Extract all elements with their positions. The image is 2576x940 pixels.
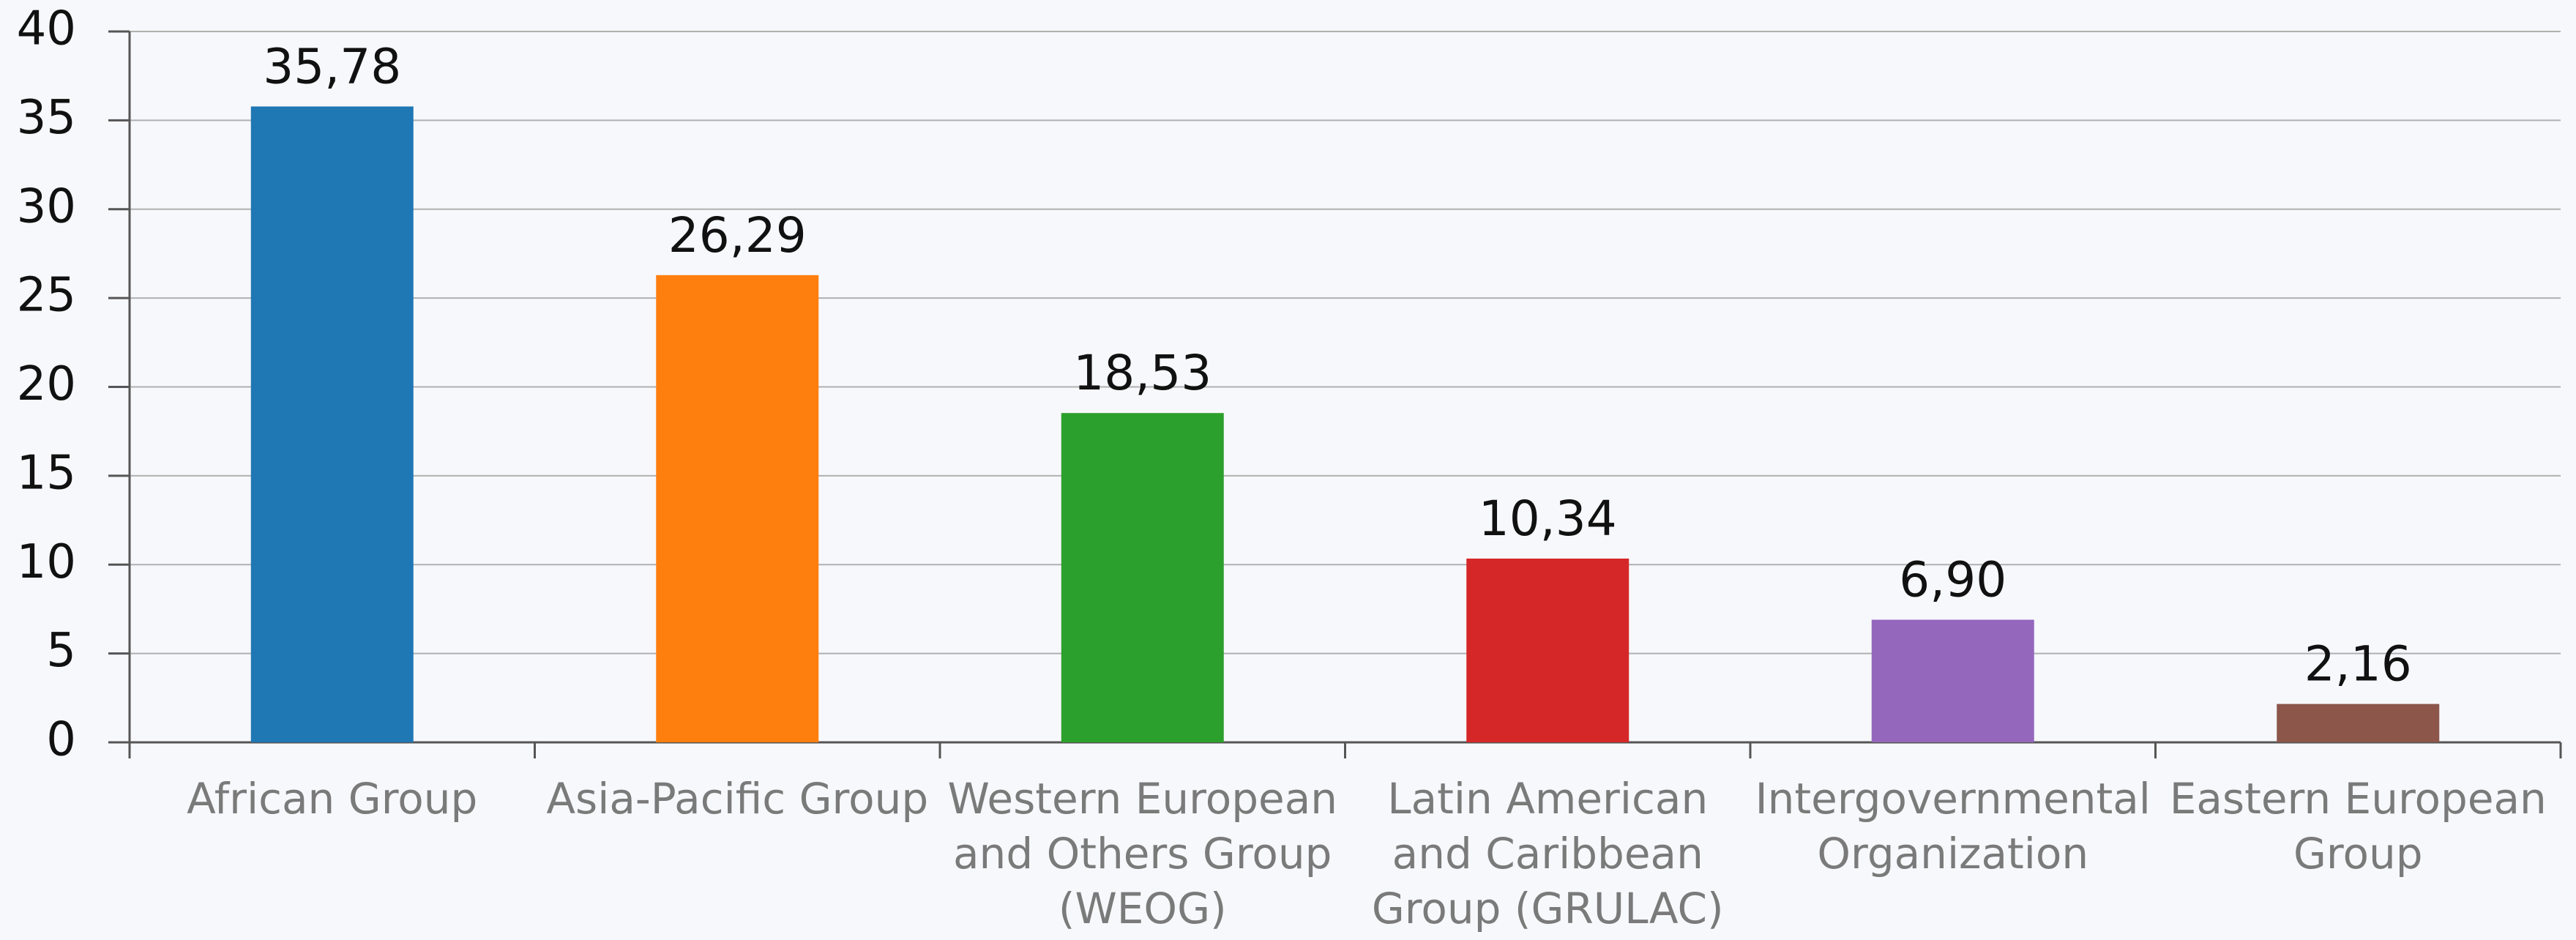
y-tick-label: 0 <box>46 713 76 767</box>
x-tick-label-line: (WEOG) <box>1059 884 1227 933</box>
bar <box>250 106 414 743</box>
value-label: 6,90 <box>1899 552 2006 608</box>
y-tick-label: 25 <box>17 269 76 323</box>
y-tick-label: 40 <box>17 2 76 56</box>
x-tick-label-line: and Caribbean <box>1392 829 1703 879</box>
y-tick-label: 35 <box>17 91 76 145</box>
y-tick-label: 10 <box>17 535 76 589</box>
x-tick-label: African Group <box>187 774 477 824</box>
x-tick-label: Western European and Others Group (WEOG) <box>947 774 1337 933</box>
bar <box>1466 558 1629 742</box>
x-tick-label-line: Organization <box>1817 829 2088 879</box>
x-tick-label: Latin American and Caribbean Group (GRULAC… <box>1372 774 1724 933</box>
value-label: 2,16 <box>2304 636 2412 693</box>
bar <box>2277 704 2440 742</box>
x-tick-label-line: Asia-Pacific Group <box>546 774 928 824</box>
y-tick-label: 15 <box>17 446 76 500</box>
y-tick-label: 30 <box>17 179 76 234</box>
value-label: 35,78 <box>263 39 401 95</box>
x-tick-label: Intergovernmental Organization <box>1755 774 2151 879</box>
y-tick-label: 20 <box>17 357 76 411</box>
y-tick-label: 5 <box>46 624 76 678</box>
x-tick-label: Eastern European Group <box>2170 774 2547 879</box>
x-tick-label-line: Western European <box>947 774 1337 824</box>
x-tick-label-line: Group <box>2293 829 2423 879</box>
x-tick-label-line: Intergovernmental <box>1755 774 2151 824</box>
bar <box>1871 619 2034 742</box>
x-tick-label: Asia-Pacific Group <box>546 774 928 824</box>
value-label: 26,29 <box>668 207 807 264</box>
x-tick-label-line: Eastern European <box>2170 774 2547 824</box>
bar <box>1061 413 1224 742</box>
value-label: 18,53 <box>1073 345 1212 401</box>
bar <box>656 275 819 742</box>
x-tick-label-line: Latin American <box>1387 774 1708 824</box>
x-tick-label-line: Group (GRULAC) <box>1372 884 1724 933</box>
value-label: 10,34 <box>1479 490 1617 547</box>
x-tick-label-line: African Group <box>187 774 477 824</box>
x-tick-label-line: and Others Group <box>953 829 1332 879</box>
